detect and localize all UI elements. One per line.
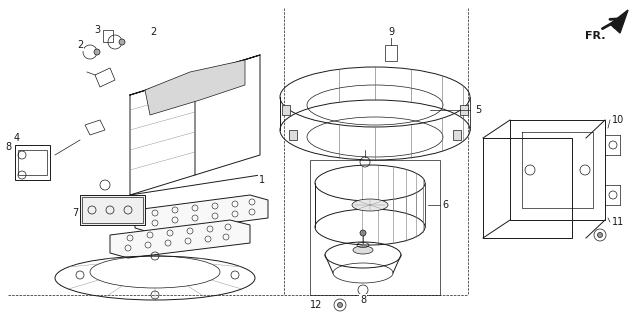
Text: 11: 11 [612,217,624,227]
Bar [453,130,461,140]
Circle shape [360,230,366,236]
Ellipse shape [353,246,373,254]
Bar [80,195,145,225]
Bar [82,197,143,223]
Text: FR.: FR. [585,31,605,41]
Text: 3: 3 [94,25,100,35]
Text: 8: 8 [5,142,11,152]
Text: 7: 7 [72,208,78,218]
Text: 10: 10 [612,115,624,125]
Bar [18,150,47,175]
Polygon shape [135,195,268,233]
Ellipse shape [352,199,388,211]
Text: 2: 2 [77,40,83,50]
Bar [385,45,397,61]
Text: 2: 2 [150,27,156,37]
Text: 12: 12 [310,300,322,310]
Text: 1: 1 [259,175,265,185]
Circle shape [94,49,100,55]
Bar [310,160,440,295]
Circle shape [337,302,342,307]
Polygon shape [610,10,628,33]
Bar [282,105,290,115]
Circle shape [598,232,602,237]
Text: 9: 9 [388,27,394,37]
Text: 5: 5 [475,105,481,115]
Bar [289,130,297,140]
Bar [15,145,50,180]
Bar [460,105,468,115]
Polygon shape [145,60,245,115]
Text: 6: 6 [442,200,448,210]
Bar [103,30,113,42]
Circle shape [119,39,125,45]
Text: 4: 4 [14,133,20,143]
Text: 8: 8 [360,295,366,305]
Polygon shape [110,220,250,258]
